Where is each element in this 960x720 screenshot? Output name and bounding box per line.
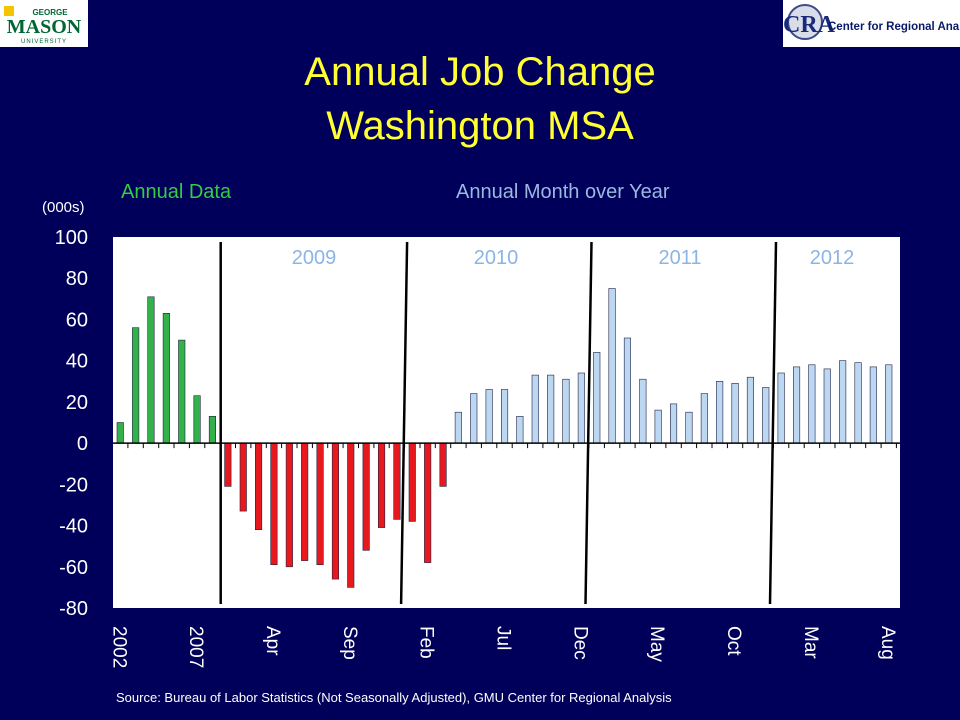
y-tick-label: 0: [77, 433, 88, 455]
bar-monthly: [547, 374, 555, 444]
bar-monthly: [869, 366, 877, 444]
bar-monthly: [823, 368, 831, 444]
monthly-data-label: Annual Month over Year: [456, 181, 670, 203]
section-divider: [399, 241, 409, 605]
bar-monthly: [331, 442, 340, 580]
y-axis-group: 100 80 60 40 20 0 -20 -40 -60 -80: [55, 227, 88, 620]
bar-monthly: [685, 411, 693, 444]
bar-monthly: [839, 360, 847, 444]
bar-monthly: [593, 352, 601, 444]
bar-monthly: [270, 442, 278, 566]
year-label: 2010: [474, 247, 519, 269]
bar-monthly: [700, 393, 708, 444]
dividers-group: [219, 241, 778, 605]
bar-monthly: [531, 374, 539, 444]
bar-monthly: [562, 378, 570, 444]
year-label: 2009: [292, 247, 337, 269]
bar-monthly: [454, 411, 462, 444]
bar-monthly: [623, 337, 632, 444]
bar-annual: [116, 422, 124, 444]
logo-right-text: Center for Regional Analysis: [828, 21, 960, 33]
y-tick-label: 80: [66, 268, 88, 290]
y-tick-label: -60: [59, 557, 88, 579]
bar-monthly: [808, 364, 816, 444]
bar-monthly: [577, 372, 585, 444]
logo-right-mark: CRA: [783, 12, 836, 38]
bar-monthly: [424, 442, 432, 563]
x-tick-label: 2002: [108, 626, 129, 668]
bar-monthly: [239, 442, 247, 512]
logo-left-top: GEORGE: [32, 8, 68, 17]
x-tick-label: Dec: [569, 626, 590, 660]
bar-monthly: [654, 409, 662, 444]
logo-left-main: MASON: [7, 16, 82, 38]
bar-monthly: [792, 366, 801, 444]
bar-monthly: [393, 442, 401, 520]
bar-monthly: [316, 442, 324, 566]
chart-title-line2: Washington MSA: [326, 104, 634, 148]
x-tick-label: Jul: [493, 626, 514, 650]
source-note: Source: Bureau of Labor Statistics (Not …: [116, 690, 672, 705]
george-mason-logo: GEORGE MASON UNIVERSITY: [0, 0, 88, 47]
x-tick-label: 2007: [185, 626, 206, 668]
bar-monthly: [516, 415, 524, 444]
bar-monthly: [885, 364, 893, 444]
bar-monthly: [377, 442, 386, 528]
bar-annual: [193, 395, 201, 444]
bar-monthly: [255, 442, 263, 531]
bar-monthly: [470, 393, 478, 444]
bar-monthly: [608, 288, 616, 444]
bar-monthly: [485, 389, 493, 444]
bars-group: [116, 288, 893, 588]
bar-monthly: [408, 442, 416, 522]
year-label: 2011: [658, 247, 701, 269]
x-tick-label: Mar: [800, 626, 821, 659]
bar-monthly: [285, 442, 293, 568]
x-labels-group: 2002 2007 Apr Sep Feb Jul Dec May Oct Mar Aug: [108, 626, 898, 668]
x-tick-label: Feb: [416, 626, 437, 659]
x-tick-label: Oct: [723, 626, 744, 656]
bar-monthly: [439, 442, 447, 487]
bar-monthly: [762, 387, 770, 444]
y-tick-label: 20: [66, 392, 88, 414]
cra-logo: CRA Center for Regional Analysis: [783, 0, 960, 47]
bar-monthly: [731, 382, 739, 444]
bar-monthly: [716, 380, 724, 444]
y-axis-unit-label: (000s): [42, 199, 85, 216]
annual-data-label: Annual Data: [121, 181, 232, 203]
y-tick-label: 60: [66, 309, 88, 331]
bar-monthly: [362, 442, 370, 551]
section-divider: [584, 241, 593, 605]
bar-monthly: [224, 442, 232, 487]
bar-annual: [162, 312, 170, 444]
bar-monthly: [669, 403, 678, 444]
bar-monthly: [777, 372, 785, 444]
year-labels-group: 2009 2010 2011 2012: [292, 247, 855, 269]
bar-monthly: [301, 442, 309, 561]
x-tick-label: Aug: [877, 626, 898, 660]
x-tick-label: Sep: [339, 626, 360, 660]
bar-annual: [132, 327, 140, 444]
y-tick-label: 100: [55, 227, 88, 249]
bar-annual: [147, 296, 155, 444]
x-tick-label: May: [646, 626, 667, 662]
x-tick-label: Apr: [262, 626, 283, 656]
y-tick-label: 40: [66, 351, 88, 373]
section-divider: [768, 241, 778, 605]
bar-monthly: [854, 362, 862, 444]
bar-annual: [178, 339, 186, 444]
bar-annual: [208, 415, 216, 444]
logo-left-bottom: UNIVERSITY: [21, 39, 67, 45]
y-tick-label: -40: [59, 516, 88, 538]
bar-monthly: [347, 442, 355, 588]
year-label: 2012: [810, 247, 855, 269]
y-tick-label: -80: [59, 598, 88, 620]
y-tick-label: -20: [59, 474, 88, 496]
bar-monthly: [500, 389, 509, 444]
chart-title-line1: Annual Job Change: [304, 50, 656, 94]
bar-monthly: [746, 376, 755, 444]
bar-monthly: [639, 378, 647, 444]
